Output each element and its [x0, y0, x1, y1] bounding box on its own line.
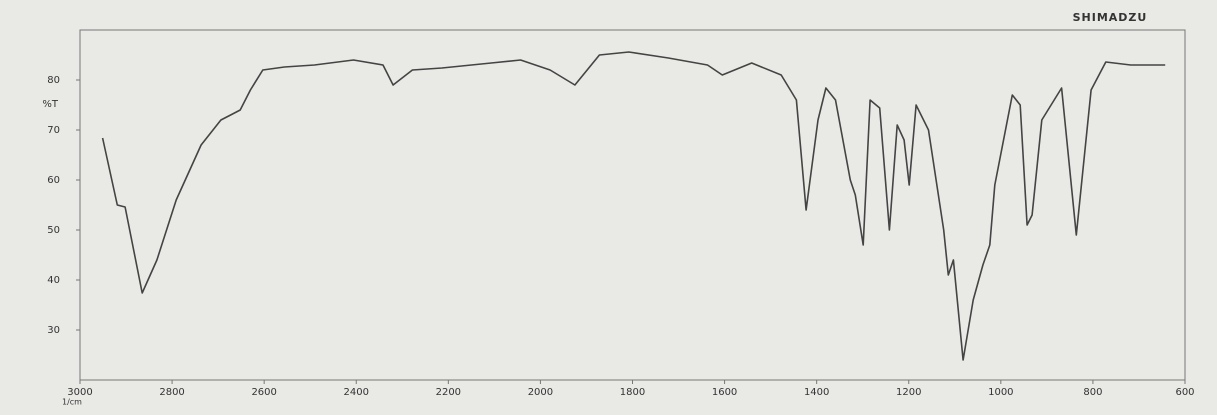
x-tick-label: 2200	[436, 387, 461, 398]
brand: SHIMADZU	[1073, 11, 1148, 24]
paper	[0, 0, 1217, 415]
chart: SHIMADZU %T 1/cm 30 40 50 60 70 80 3000 2800 260…	[0, 0, 1217, 415]
x-axis-label: 1/cm	[62, 398, 82, 407]
x-tick-label: 2800	[159, 387, 184, 398]
x-tick-label: 1400	[804, 387, 829, 398]
x-tick-label: 3000	[67, 387, 92, 398]
x-tick-label: 1000	[988, 387, 1013, 398]
y-axis-label: %T	[42, 99, 59, 110]
x-tick-label: 1200	[896, 387, 921, 398]
y-tick-label: 40	[47, 275, 60, 286]
x-tick-label: 800	[1083, 387, 1102, 398]
x-tick-label: 2600	[251, 387, 276, 398]
x-tick-label: 2000	[528, 387, 553, 398]
x-tick-label: 600	[1175, 387, 1194, 398]
y-tick-label: 50	[47, 225, 60, 236]
y-tick-label: 80	[47, 75, 60, 86]
y-tick-label: 30	[47, 325, 60, 336]
x-tick-label: 2400	[344, 387, 369, 398]
y-tick-label: 60	[47, 175, 60, 186]
x-tick-label: 1800	[620, 387, 645, 398]
x-tick-label: 1600	[712, 387, 737, 398]
y-tick-label: 70	[47, 125, 60, 136]
